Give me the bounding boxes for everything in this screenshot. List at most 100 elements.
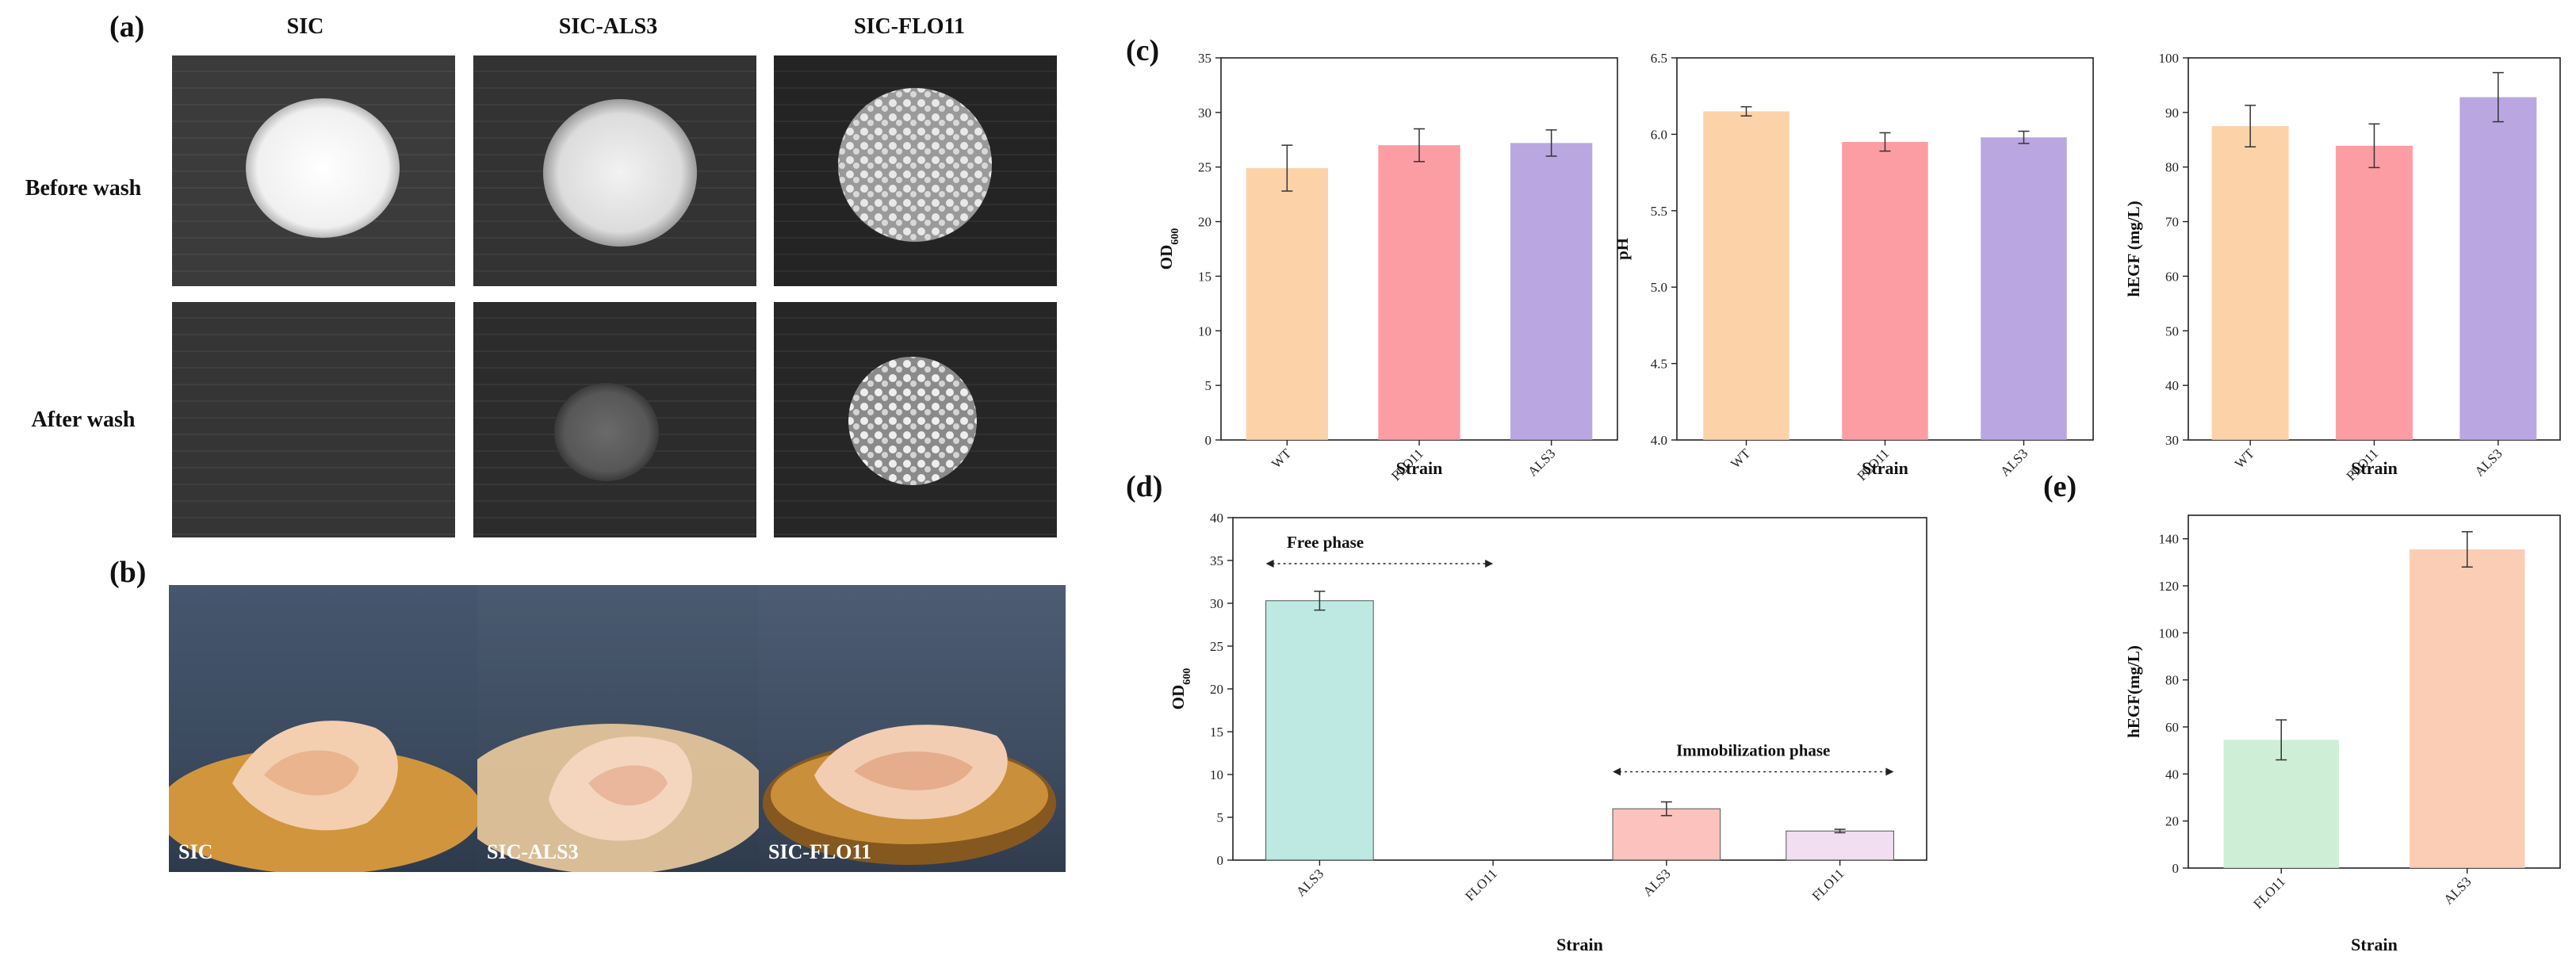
y-tick-label-c1-5: 25: [1198, 160, 1211, 175]
y-tick-label-c2-5: 6.5: [1651, 51, 1667, 66]
y-tick-label-d-2: 10: [1210, 767, 1223, 782]
annotation-arrow-left-d-1: [1613, 767, 1621, 776]
bar-c1-2: [1510, 143, 1593, 440]
y-tick-label-c3-7: 100: [2159, 51, 2180, 66]
y-tick-label-c1-1: 5: [1205, 378, 1212, 393]
y-tick-label-d-1: 5: [1217, 810, 1224, 825]
colony-photo-sic-after: [172, 302, 455, 537]
y-tick-label-c2-1: 4.5: [1651, 357, 1667, 372]
column-label-sic: SIC: [286, 14, 324, 39]
x-axis-label-e: Strain: [2351, 935, 2398, 954]
x-tick-label-c1-0: WT: [1269, 446, 1295, 472]
annotation-text-d-1: Immobilization phase: [1676, 741, 1830, 760]
bar-c3-1: [2336, 145, 2413, 441]
bar-d-0: [1265, 600, 1374, 861]
colony-photo-sic-als3-before: [473, 55, 756, 286]
y-tick-label-c1-0: 0: [1205, 433, 1212, 448]
y-tick-label-d-6: 30: [1210, 596, 1223, 611]
annotation-arrow-right-d-0: [1485, 560, 1494, 568]
panel-label-e: (e): [2043, 470, 2077, 503]
x-tick-label-d-1: FLO11: [1462, 866, 1500, 904]
x-axis-label-c2: Strain: [1862, 458, 1908, 478]
panel-label-d: (d): [1126, 470, 1163, 503]
x-axis-label-c3: Strain: [2351, 458, 2398, 478]
bar-d-2: [1612, 808, 1721, 861]
x-tick-label-d-0: ALS3: [1293, 866, 1326, 899]
y-tick-label-c3-0: 30: [2165, 433, 2179, 448]
x-tick-label-e-0: FLO11: [2250, 874, 2288, 912]
bar-c2-0: [1703, 111, 1789, 440]
flask-label-sic: SIC: [178, 840, 213, 863]
colony-photo-sic-als3-after: [473, 302, 756, 537]
y-axis-label-c2: pH: [1617, 238, 1632, 260]
bar-c2-1: [1842, 142, 1928, 440]
y-axis-label-e: hEGF(mg/L): [2124, 645, 2143, 738]
y-tick-label-d-4: 20: [1210, 682, 1223, 697]
y-tick-label-c2-2: 5.0: [1651, 280, 1667, 295]
colony-photo-sic-before: [172, 55, 455, 286]
bar-d-3: [1786, 830, 1894, 861]
y-axis-label-d: OD600: [1169, 668, 1193, 710]
x-tick-label-c2-0: WT: [1728, 446, 1754, 472]
y-tick-label-e-5: 100: [2159, 625, 2180, 641]
colony-photo-sic-flo11-before: [774, 55, 1057, 286]
y-tick-label-c1-7: 35: [1198, 51, 1211, 66]
y-tick-label-c3-2: 50: [2165, 323, 2179, 338]
y-axis-label-sub-d: 600: [1181, 668, 1193, 685]
y-tick-label-d-5: 25: [1210, 639, 1223, 654]
colony-photo-sic-flo11-after: [774, 302, 1057, 537]
column-label-sic-flo11: SIC-FLO11: [853, 14, 966, 39]
y-tick-label-e-7: 140: [2159, 532, 2180, 547]
panel-label-b: (b): [109, 556, 147, 589]
y-tick-label-c2-4: 6.0: [1651, 127, 1667, 142]
annotation-arrow-left-d-0: [1265, 560, 1274, 568]
x-tick-label-c3-0: WT: [2232, 446, 2258, 472]
y-tick-label-e-6: 120: [2159, 579, 2180, 594]
y-tick-label-c2-3: 5.5: [1651, 204, 1667, 219]
row-label-after-wash: After wash: [31, 407, 136, 432]
annotation-text-d-0: Free phase: [1287, 533, 1364, 552]
bar-e-0: [2223, 740, 2339, 868]
bar-c1-0: [1246, 168, 1328, 440]
y-tick-label-c3-6: 90: [2165, 105, 2179, 120]
panel-label-a: (a): [109, 10, 145, 44]
bar-c2-2: [1981, 137, 2067, 441]
chart-e-hegf: 0 20 40 60 80 100 120 140 FLO11 ALS3 Strain hEGF(mg…: [2124, 514, 2561, 954]
y-tick-label-e-1: 20: [2165, 814, 2179, 829]
y-tick-label-d-7: 35: [1210, 553, 1223, 568]
y-axis-label-sub-c1: 600: [1169, 228, 1181, 245]
panel-label-c: (c): [1126, 34, 1160, 67]
y-tick-label-c1-2: 10: [1198, 323, 1211, 338]
flask-photo-sic-flo11: SIC-FLO11: [759, 585, 1066, 872]
x-tick-label-c1-2: ALS3: [1525, 446, 1558, 479]
y-tick-label-e-4: 80: [2165, 673, 2179, 688]
bar-c3-0: [2211, 126, 2289, 441]
column-label-sic-als3: SIC-ALS3: [558, 14, 658, 39]
y-tick-label-e-3: 60: [2165, 720, 2179, 735]
x-tick-label-c3-2: ALS3: [2472, 446, 2505, 479]
bar-e-1: [2409, 549, 2525, 868]
row-label-before-wash: Before wash: [25, 176, 142, 201]
y-tick-label-e-0: 0: [2172, 861, 2180, 876]
y-tick-label-d-8: 40: [1210, 511, 1223, 526]
y-tick-label-c1-3: 15: [1198, 269, 1211, 284]
y-tick-label-e-2: 40: [2165, 767, 2179, 782]
x-tick-label-e-1: ALS3: [2440, 874, 2474, 907]
x-tick-label-d-3: FLO11: [1809, 866, 1847, 904]
flask-label-sic-als3: SIC-ALS3: [487, 840, 579, 863]
y-tick-label-c1-4: 20: [1198, 215, 1211, 230]
y-tick-label-c3-4: 70: [2165, 215, 2179, 230]
x-tick-label-c2-2: ALS3: [1997, 446, 2031, 479]
flask-label-sic-flo11: SIC-FLO11: [768, 840, 872, 863]
y-axis-label-c3: hEGF (mg/L): [2124, 201, 2143, 296]
y-axis-label-c1: OD600: [1157, 228, 1181, 270]
annotation-arrow-right-d-1: [1885, 767, 1894, 776]
y-tick-label-c3-1: 40: [2165, 378, 2179, 393]
flask-photo-sic-als3: SIC-ALS3: [477, 585, 759, 872]
plot-frame-e: [2187, 514, 2561, 869]
y-tick-label-d-0: 0: [1217, 853, 1224, 868]
chart-d-od600-phase: 0 5 10 15 20 25 30 35 40 ALS3 FLO11 ALS3 FLO11 Strain…: [1169, 511, 1927, 954]
y-tick-label-c3-3: 60: [2165, 269, 2179, 284]
